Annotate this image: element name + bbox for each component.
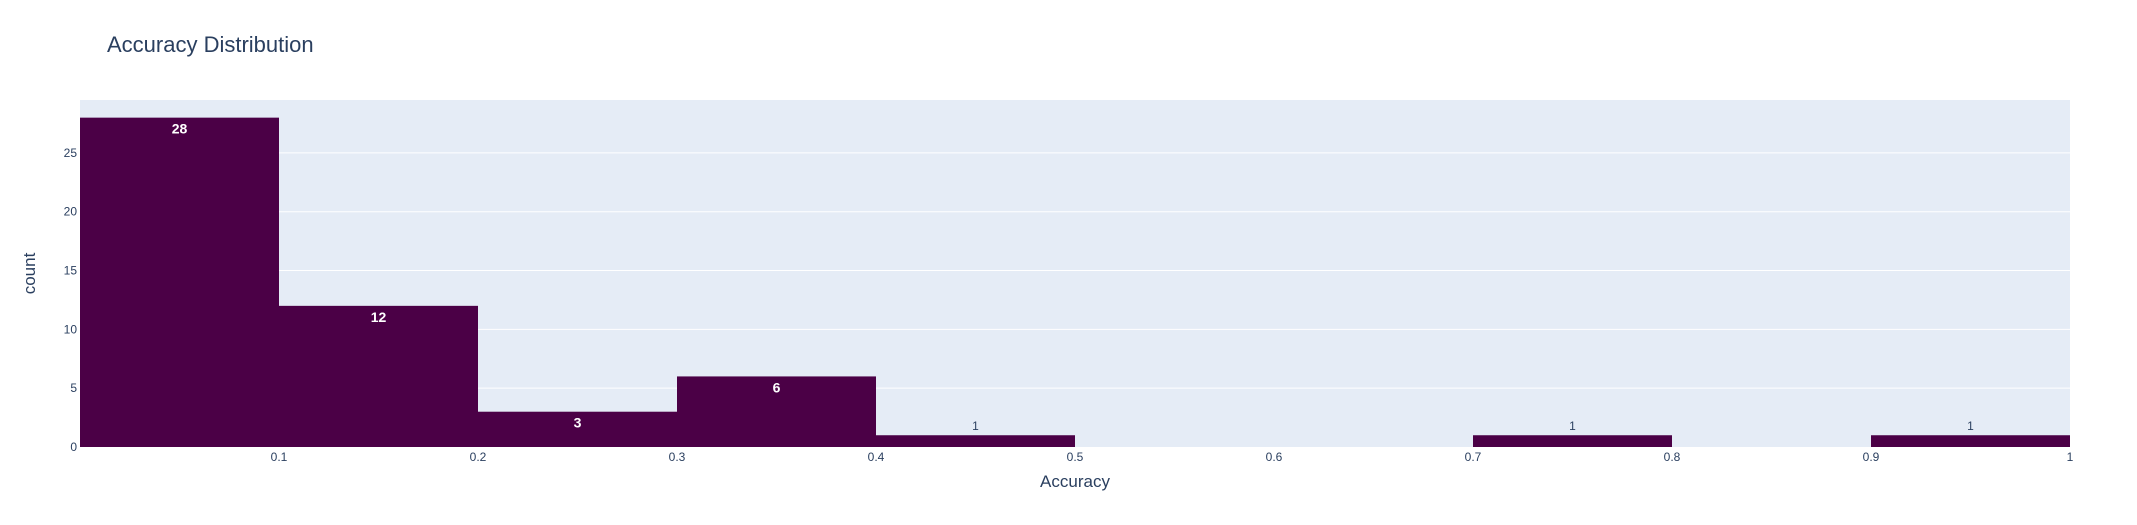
bar-value-label: 3 (574, 415, 582, 431)
x-axis-ticks: 0.1 0.2 0.3 0.4 0.5 0.6 0.7 0.8 0.9 1 (271, 450, 2074, 464)
histogram-bar (1473, 435, 1672, 447)
y-tick-label: 20 (64, 205, 78, 219)
y-tick-label: 25 (64, 146, 78, 160)
y-tick-label: 10 (64, 322, 78, 336)
y-axis-title: count (20, 252, 39, 294)
bar-value-label: 6 (773, 379, 781, 395)
x-tick-label: 0.6 (1266, 450, 1283, 464)
x-tick-label: 0.8 (1664, 450, 1681, 464)
chart-title: Accuracy Distribution (107, 32, 314, 57)
bar-value-label: 1 (972, 419, 979, 433)
x-axis-title: Accuracy (1040, 472, 1110, 491)
histogram-bar (80, 117, 279, 447)
y-tick-label: 5 (70, 381, 77, 395)
x-tick-label: 1 (2067, 450, 2074, 464)
histogram-bar (1871, 435, 2070, 447)
bar-value-label: 1 (1967, 419, 1974, 433)
y-tick-label: 15 (64, 264, 78, 278)
histogram-bar (677, 376, 876, 447)
y-tick-label: 0 (70, 440, 77, 454)
x-tick-label: 0.9 (1863, 450, 1880, 464)
y-axis-ticks: 0 5 10 15 20 25 (64, 146, 78, 454)
x-tick-label: 0.7 (1465, 450, 1482, 464)
histogram-bar (876, 435, 1075, 447)
bar-value-label: 28 (172, 121, 188, 137)
bar-labels: 28 12 3 6 1 1 1 (172, 121, 1974, 434)
x-tick-label: 0.5 (1067, 450, 1084, 464)
x-tick-label: 0.4 (868, 450, 885, 464)
histogram-bar (478, 411, 677, 447)
histogram-bar (279, 305, 478, 447)
bar-value-label: 12 (371, 309, 387, 325)
x-tick-label: 0.1 (271, 450, 288, 464)
x-tick-label: 0.2 (470, 450, 487, 464)
x-tick-label: 0.3 (669, 450, 686, 464)
bar-value-label: 1 (1569, 419, 1576, 433)
bars (80, 117, 2070, 447)
